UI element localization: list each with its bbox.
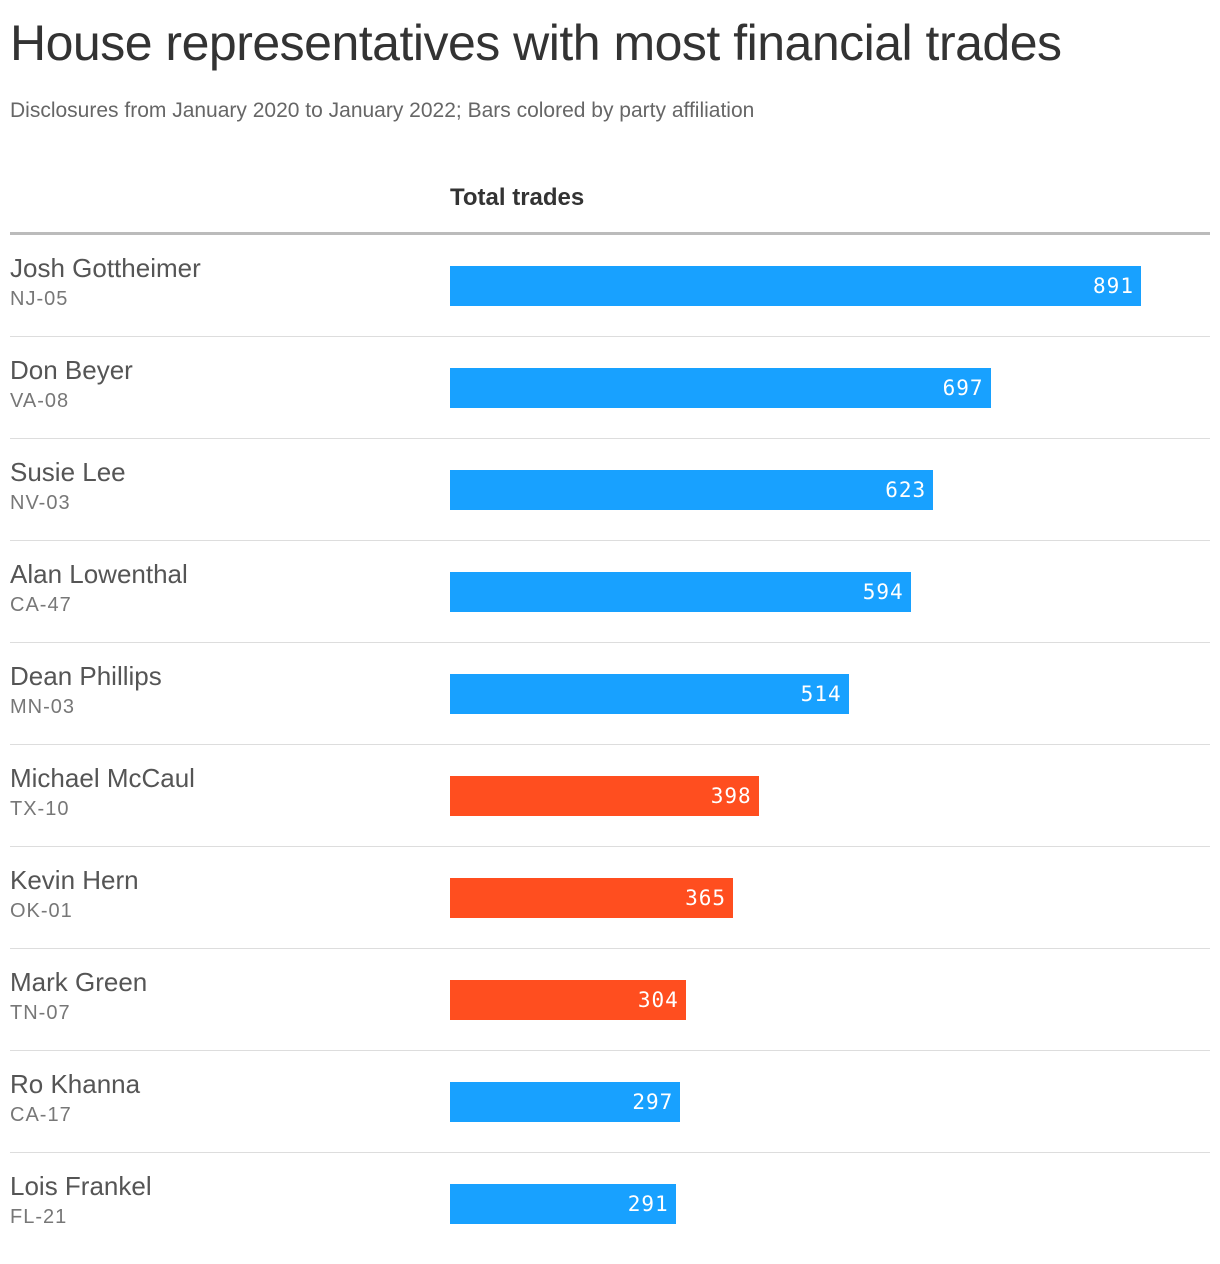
chart-row: Dean Phillips MN-03 514 — [10, 643, 1210, 745]
bar: 623 — [450, 470, 934, 510]
column-header: Total trades — [450, 184, 585, 211]
representative-name: Josh Gottheimer — [10, 253, 201, 283]
representative-district: MN-03 — [10, 696, 76, 718]
bar: 891 — [450, 266, 1141, 306]
bar-value-label: 365 — [685, 886, 727, 910]
bar-value-label: 297 — [632, 1090, 674, 1114]
chart-row: Josh Gottheimer NJ-05 891 — [10, 235, 1210, 337]
representative-district: TX-10 — [10, 798, 70, 820]
bar: 594 — [450, 572, 911, 612]
bar-value-label: 891 — [1093, 274, 1134, 298]
representative-district: CA-47 — [10, 594, 72, 616]
chart-row: Michael McCaul TX-10 398 — [10, 745, 1210, 847]
bar: 365 — [450, 878, 734, 918]
chart-row: Kevin Hern OK-01 365 — [10, 847, 1210, 949]
bar: 297 — [450, 1082, 681, 1122]
representative-district: TN-07 — [10, 1002, 71, 1024]
bar-chart: Josh Gottheimer NJ-05 891 Don Beyer VA-08 697… — [10, 235, 1210, 1254]
chart-row: Ro Khanna CA-17 297 — [10, 1051, 1210, 1153]
bar-value-label: 291 — [627, 1192, 669, 1216]
bar-value-label: 697 — [942, 376, 984, 400]
representative-name: Susie Lee — [10, 457, 126, 487]
bar: 291 — [450, 1184, 676, 1224]
chart-row: Don Beyer VA-08 697 — [10, 337, 1210, 439]
representative-district: FL-21 — [10, 1206, 68, 1228]
representative-name: Don Beyer — [10, 355, 133, 385]
representative-name: Michael McCaul — [10, 763, 195, 793]
representative-name: Kevin Hern — [10, 865, 139, 895]
chart-title: House representatives with most financia… — [10, 15, 1062, 71]
bar-value-label: 623 — [885, 478, 927, 502]
chart-row: Susie Lee NV-03 623 — [10, 439, 1210, 541]
chart-row: Lois Frankel FL-21 291 — [10, 1153, 1210, 1254]
chart-row: Alan Lowenthal CA-47 594 — [10, 541, 1210, 643]
representative-district: VA-08 — [10, 390, 70, 412]
chart-row: Mark Green TN-07 304 — [10, 949, 1210, 1051]
representative-district: NJ-05 — [10, 288, 69, 310]
bar: 304 — [450, 980, 686, 1020]
representative-name: Mark Green — [10, 967, 148, 997]
bar: 697 — [450, 368, 991, 408]
representative-name: Ro Khanna — [10, 1069, 141, 1099]
representative-district: NV-03 — [10, 492, 71, 514]
bar-value-label: 594 — [862, 580, 904, 604]
representative-name: Dean Phillips — [10, 661, 162, 691]
representative-name: Lois Frankel — [10, 1171, 152, 1201]
representative-district: OK-01 — [10, 900, 73, 922]
bar-value-label: 514 — [800, 682, 842, 706]
representative-name: Alan Lowenthal — [10, 559, 188, 589]
bar-value-label: 398 — [710, 784, 752, 808]
header-divider — [10, 232, 1210, 235]
representative-district: CA-17 — [10, 1104, 72, 1126]
bar: 398 — [450, 776, 759, 816]
chart-subtitle: Disclosures from January 2020 to January… — [10, 99, 755, 122]
bar: 514 — [450, 674, 849, 714]
bar-value-label: 304 — [637, 988, 679, 1012]
